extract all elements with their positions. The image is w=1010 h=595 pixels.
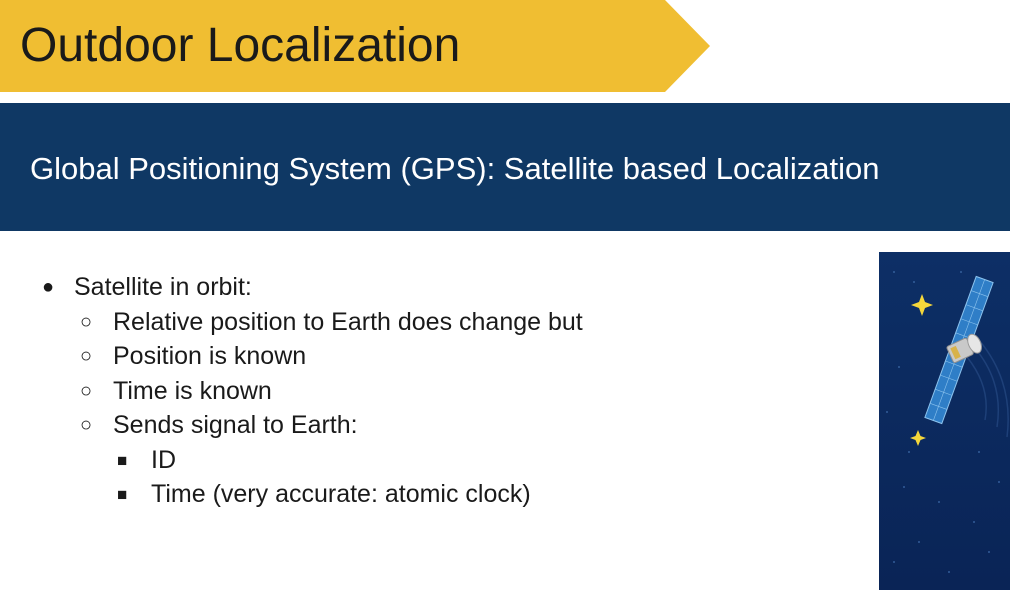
bullet-marker-l2: ○ xyxy=(80,414,93,436)
satellite-icon xyxy=(879,252,1010,590)
sub-sub-bullet-item: Time (very accurate: atomic clock) xyxy=(151,480,531,508)
bullet-marker-l1: ● xyxy=(42,276,55,298)
star-icon xyxy=(910,294,933,446)
bullet-list: ● Satellite in orbit: ○ Relative positio… xyxy=(0,262,860,562)
bullet-marker-l2: ○ xyxy=(80,380,93,402)
title-banner: Outdoor Localization xyxy=(0,0,712,92)
bullet-item: Satellite in orbit: xyxy=(74,273,252,301)
slide-title: Outdoor Localization xyxy=(20,19,461,72)
bullet-marker-l2: ○ xyxy=(80,345,93,367)
sub-bullet-item: Sends signal to Earth: xyxy=(113,411,358,439)
bullet-marker-l2: ○ xyxy=(80,311,93,333)
sub-bullet-item: Time is known xyxy=(113,377,272,405)
sub-bullet-item: Relative position to Earth does change b… xyxy=(113,308,583,336)
arrow-banner-shape xyxy=(0,0,710,92)
sub-sub-bullet-item: ID xyxy=(151,446,176,474)
subtitle-bar: Global Positioning System (GPS): Satelli… xyxy=(0,103,1010,231)
sub-bullet-item: Position is known xyxy=(113,342,307,370)
bullet-marker-l3: ■ xyxy=(117,451,128,470)
satellite-illustration xyxy=(879,252,1010,590)
slide-subtitle: Global Positioning System (GPS): Satelli… xyxy=(30,151,880,186)
bullet-marker-l3: ■ xyxy=(117,485,128,504)
